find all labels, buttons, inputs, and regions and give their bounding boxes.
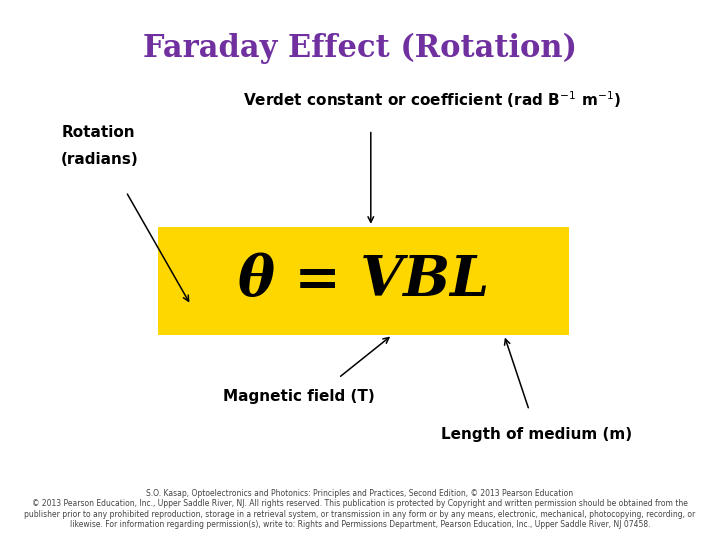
Text: Rotation: Rotation [61,125,135,140]
Text: Verdet constant or coefficient (rad B$^{-1}$ m$^{-1}$): Verdet constant or coefficient (rad B$^{… [243,90,621,110]
Text: Faraday Effect (Rotation): Faraday Effect (Rotation) [143,33,577,64]
Text: θ = VBL: θ = VBL [238,253,489,308]
Text: (radians): (radians) [61,152,139,167]
Text: Length of medium (m): Length of medium (m) [441,427,632,442]
Text: S.O. Kasap, Optoelectronics and Photonics: Principles and Practices, Second Edit: S.O. Kasap, Optoelectronics and Photonic… [24,489,696,529]
FancyBboxPatch shape [158,227,569,335]
Text: Magnetic field (T): Magnetic field (T) [223,389,374,404]
